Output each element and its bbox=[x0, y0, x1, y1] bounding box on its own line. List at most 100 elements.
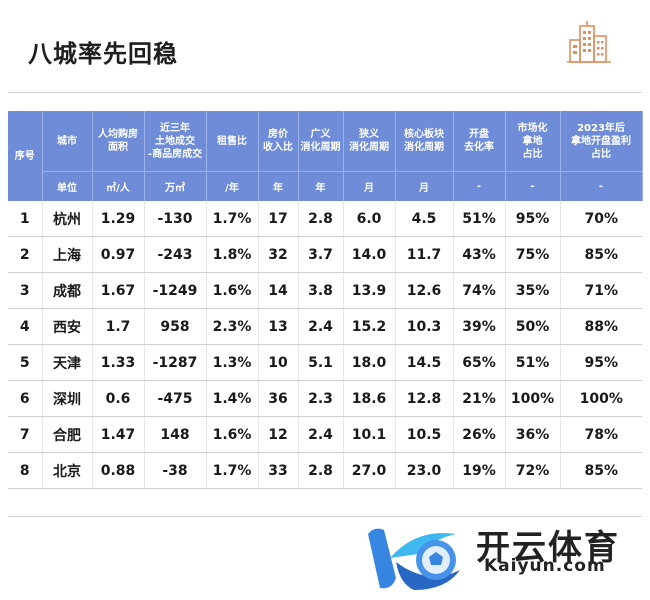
narrow-cycle-cell: 13.9 bbox=[343, 272, 396, 309]
opening-absorption-cell: 19% bbox=[453, 452, 506, 489]
land-minus-sales-cell: -475 bbox=[144, 380, 207, 417]
city-name-cell: 西安 bbox=[42, 308, 93, 345]
kaiyun-logo-watermark bbox=[368, 528, 460, 590]
unit-price-income: 年 bbox=[258, 171, 299, 201]
market-land-share-cell: 95% bbox=[505, 201, 561, 237]
table-row: 3 成都 1.67 -1249 1.6% 14 3.8 13.9 12.6 74% 35% 71% bbox=[8, 272, 642, 309]
rent-sale-ratio-cell: 1.4% bbox=[206, 380, 259, 417]
narrow-cycle-cell: 18.6 bbox=[343, 380, 396, 417]
broad-cycle-cell: 2.8 bbox=[298, 201, 344, 237]
broad-cycle-cell: 3.7 bbox=[298, 236, 344, 273]
land-minus-sales-cell: -130 bbox=[144, 201, 207, 237]
land-minus-sales-cell: 958 bbox=[144, 308, 207, 345]
opening-absorption-cell: 65% bbox=[453, 344, 506, 381]
city-comparison-table: 序号 城市 人均购房 面积 近三年 土地成交 -商品房成交 租售比 房价 收入比 广义消… bbox=[8, 111, 643, 489]
unit-broad-cycle: 年 bbox=[298, 171, 344, 201]
broad-cycle-cell: 2.4 bbox=[298, 308, 344, 345]
broad-cycle-cell: 2.8 bbox=[298, 452, 344, 489]
broad-cycle-cell: 3.8 bbox=[298, 272, 344, 309]
header-price-income-ratio: 房价 收入比 bbox=[258, 111, 299, 172]
rent-sale-ratio-cell: 1.8% bbox=[206, 236, 259, 273]
row-index-cell: 6 bbox=[8, 380, 43, 417]
watermark-text-en: Kaiyun.com bbox=[484, 556, 606, 576]
price-income-ratio-cell: 12 bbox=[258, 416, 299, 453]
header-land-minus-sales: 近三年 土地成交 -商品房成交 bbox=[144, 111, 207, 172]
land-minus-sales-cell: -38 bbox=[144, 452, 207, 489]
area-per-capita-cell: 0.88 bbox=[92, 452, 145, 489]
city-name-cell: 深圳 bbox=[42, 380, 93, 417]
profit-share-2023-cell: 70% bbox=[560, 201, 642, 237]
unit-land: 万㎡ bbox=[144, 171, 207, 201]
city-name-cell: 天津 bbox=[42, 344, 93, 381]
header-city: 城市 bbox=[42, 111, 93, 172]
table-row: 7 合肥 1.47 148 1.6% 12 2.4 10.1 10.5 26% 36% 78% bbox=[8, 416, 642, 453]
area-per-capita-cell: 1.33 bbox=[92, 344, 145, 381]
profit-share-2023-cell: 78% bbox=[560, 416, 642, 453]
price-income-ratio-cell: 10 bbox=[258, 344, 299, 381]
narrow-cycle-cell: 6.0 bbox=[343, 201, 396, 237]
price-income-ratio-cell: 13 bbox=[258, 308, 299, 345]
core-cycle-cell: 11.7 bbox=[395, 236, 454, 273]
row-index-cell: 3 bbox=[8, 272, 43, 309]
opening-absorption-cell: 43% bbox=[453, 236, 506, 273]
narrow-cycle-cell: 15.2 bbox=[343, 308, 396, 345]
table-row: 4 西安 1.7 958 2.3% 13 2.4 15.2 10.3 39% 50% 88% bbox=[8, 308, 642, 345]
price-income-ratio-cell: 14 bbox=[258, 272, 299, 309]
row-index-cell: 5 bbox=[8, 344, 43, 381]
area-per-capita-cell: 0.97 bbox=[92, 236, 145, 273]
profit-share-2023-cell: 88% bbox=[560, 308, 642, 345]
header-opening-absorption: 开盘 去化率 bbox=[453, 111, 506, 172]
profit-share-2023-cell: 95% bbox=[560, 344, 642, 381]
market-land-share-cell: 75% bbox=[505, 236, 561, 273]
header-broad-cycle: 广义 消化周期 bbox=[298, 111, 344, 172]
opening-absorption-cell: 26% bbox=[453, 416, 506, 453]
core-cycle-cell: 12.8 bbox=[395, 380, 454, 417]
city-buildings-icon bbox=[567, 21, 611, 63]
profit-share-2023-cell: 100% bbox=[560, 380, 642, 417]
header-market-land-share: 市场化 拿地 占比 bbox=[505, 111, 561, 172]
market-land-share-cell: 51% bbox=[505, 344, 561, 381]
unit-rent: /年 bbox=[206, 171, 259, 201]
core-cycle-cell: 10.5 bbox=[395, 416, 454, 453]
core-cycle-cell: 14.5 bbox=[395, 344, 454, 381]
row-index-cell: 4 bbox=[8, 308, 43, 345]
row-index-cell: 8 bbox=[8, 452, 43, 489]
broad-cycle-cell: 2.3 bbox=[298, 380, 344, 417]
city-name-cell: 成都 bbox=[42, 272, 93, 309]
unit-market-share: - bbox=[505, 171, 561, 201]
unit-profit-share: - bbox=[560, 171, 643, 201]
market-land-share-cell: 50% bbox=[505, 308, 561, 345]
table-row: 2 上海 0.97 -243 1.8% 32 3.7 14.0 11.7 43% 75% 85% bbox=[8, 236, 642, 273]
area-per-capita-cell: 1.7 bbox=[92, 308, 145, 345]
land-minus-sales-cell: -243 bbox=[144, 236, 207, 273]
table-row: 6 深圳 0.6 -475 1.4% 36 2.3 18.6 12.8 21% 100% 100% bbox=[8, 380, 642, 417]
header-index: 序号 bbox=[8, 111, 43, 201]
profit-share-2023-cell: 71% bbox=[560, 272, 642, 309]
land-minus-sales-cell: -1249 bbox=[144, 272, 207, 309]
price-income-ratio-cell: 33 bbox=[258, 452, 299, 489]
header-narrow-cycle: 狭义 消化周期 bbox=[343, 111, 396, 172]
unit-narrow-cycle: 月 bbox=[343, 171, 396, 201]
city-name-cell: 上海 bbox=[42, 236, 93, 273]
city-name-cell: 杭州 bbox=[42, 201, 93, 237]
market-land-share-cell: 100% bbox=[505, 380, 561, 417]
header-row: 序号 城市 人均购房 面积 近三年 土地成交 -商品房成交 租售比 房价 收入比 广义消… bbox=[8, 111, 643, 201]
core-cycle-cell: 23.0 bbox=[395, 452, 454, 489]
core-cycle-cell: 12.6 bbox=[395, 272, 454, 309]
opening-absorption-cell: 74% bbox=[453, 272, 506, 309]
table-row: 1 杭州 1.29 -130 1.7% 17 2.8 6.0 4.5 51% 95% 70% bbox=[8, 201, 642, 237]
unit-area: ㎡/人 bbox=[92, 171, 145, 201]
market-land-share-cell: 72% bbox=[505, 452, 561, 489]
profit-share-2023-cell: 85% bbox=[560, 236, 642, 273]
opening-absorption-cell: 39% bbox=[453, 308, 506, 345]
area-per-capita-cell: 0.6 bbox=[92, 380, 145, 417]
broad-cycle-cell: 2.4 bbox=[298, 416, 344, 453]
city-name-cell: 合肥 bbox=[42, 416, 93, 453]
top-divider bbox=[8, 92, 642, 93]
area-per-capita-cell: 1.47 bbox=[92, 416, 145, 453]
table-row: 8 北京 0.88 -38 1.7% 33 2.8 27.0 23.0 19% 72% 85% bbox=[8, 452, 642, 489]
header-rent-sale-ratio: 租售比 bbox=[206, 111, 259, 172]
row-index-cell: 7 bbox=[8, 416, 43, 453]
profit-share-2023-cell: 85% bbox=[560, 452, 642, 489]
price-income-ratio-cell: 17 bbox=[258, 201, 299, 237]
